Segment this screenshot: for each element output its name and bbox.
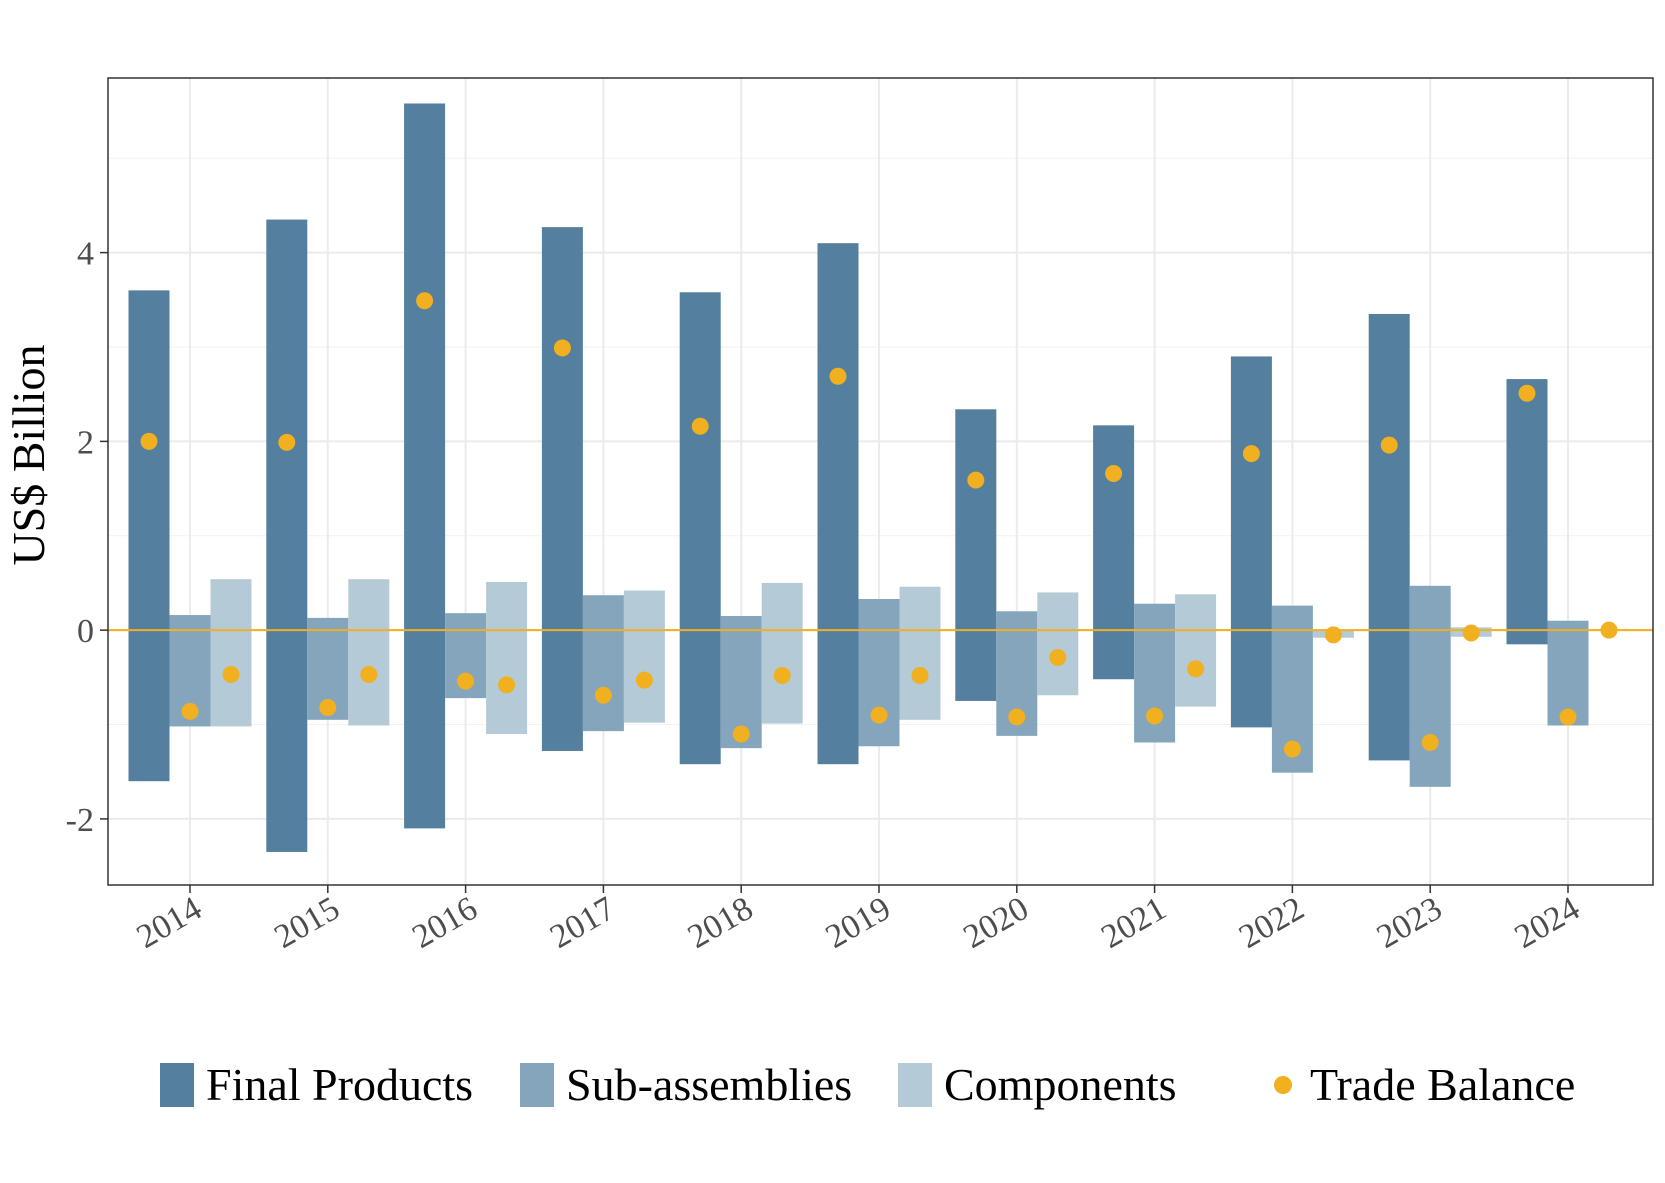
trade-balance-point	[278, 433, 296, 451]
trade-balance-point	[1146, 707, 1164, 725]
y-tick-label: -2	[66, 802, 94, 839]
trade-balance-point	[553, 339, 571, 357]
sub-assemblies-bar-positive	[1547, 620, 1589, 631]
legend-label-final-products: Final Products	[206, 1059, 473, 1110]
plot-panel-border	[107, 77, 1654, 886]
y-axis-title: US$ Billion	[3, 344, 54, 565]
sub-assemblies-bar-positive	[858, 599, 900, 631]
trade-balance-point	[1049, 649, 1067, 667]
trade-balance-point	[457, 672, 475, 690]
components-bar-positive	[899, 586, 941, 631]
trade-balance-point	[319, 699, 337, 717]
trade-balance-point	[635, 671, 653, 689]
components-bar-positive	[486, 582, 528, 631]
final-products-bar-positive	[541, 227, 583, 631]
final-products-bar-negative	[266, 630, 308, 852]
legend: Final Products Sub-assemblies Components Tr…	[160, 1059, 1575, 1110]
final-products-bar-negative	[1368, 630, 1410, 761]
final-products-bar-positive	[955, 409, 997, 631]
sub-assemblies-bar-positive	[307, 617, 349, 631]
sub-assemblies-bar-negative	[1409, 630, 1451, 787]
trade-balance-point	[1559, 708, 1577, 726]
final-products-bar-positive	[1230, 356, 1272, 631]
trade-balance-points	[140, 292, 1618, 758]
trade-balance-point	[140, 432, 158, 450]
legend-key-trade-balance	[1274, 1076, 1292, 1094]
final-products-bar-negative	[404, 630, 446, 829]
trade-balance-point	[181, 702, 199, 720]
sub-assemblies-bar-negative	[582, 630, 624, 732]
legend-key-final-products	[160, 1063, 194, 1107]
y-axis: -2 0 2 4	[66, 236, 108, 839]
legend-key-sub-assemblies	[520, 1063, 554, 1107]
legend-key-components	[898, 1063, 932, 1107]
final-products-bar-negative	[541, 630, 583, 751]
final-products-bar-positive	[1506, 379, 1548, 631]
trade-balance-point	[1187, 660, 1205, 678]
grid-lines	[108, 78, 1653, 885]
final-products-bar-negative	[955, 630, 997, 701]
sub-assemblies-bar-positive	[1134, 603, 1176, 631]
y-tick-label: 0	[77, 613, 94, 650]
components-bar-positive	[348, 579, 390, 631]
trade-balance-point	[1283, 740, 1301, 758]
final-products-bar-positive	[1093, 425, 1135, 631]
components-bar-positive	[1175, 594, 1217, 631]
trade-balance-point	[1518, 384, 1536, 402]
trade-balance-point	[1462, 624, 1480, 642]
trade-balance-point	[1105, 464, 1123, 482]
trade-balance-point	[870, 706, 888, 724]
legend-label-trade-balance: Trade Balance	[1310, 1059, 1575, 1110]
sub-assemblies-bar-positive	[720, 616, 762, 631]
legend-label-components: Components	[944, 1059, 1177, 1110]
trade-balance-point	[416, 292, 434, 310]
final-products-bar-positive	[404, 103, 446, 631]
sub-assemblies-bar-positive	[1271, 605, 1313, 631]
trade-balance-point	[1421, 733, 1439, 751]
final-products-bar-negative	[679, 630, 721, 765]
trade-balance-point	[773, 666, 791, 684]
final-products-bar-negative	[1506, 630, 1548, 645]
sub-assemblies-bar-positive	[445, 613, 487, 631]
sub-assemblies-bar-positive	[1409, 585, 1451, 631]
sub-assemblies-bar-negative	[1134, 630, 1176, 743]
sub-assemblies-bar-positive	[582, 595, 624, 631]
final-products-bar-positive	[817, 243, 859, 631]
sub-assemblies-bar-positive	[996, 611, 1038, 631]
trade-balance-point	[1380, 436, 1398, 454]
final-products-bar-negative	[1230, 630, 1272, 728]
trade-balance-point	[732, 725, 750, 743]
y-tick-label: 2	[77, 424, 94, 461]
trade-balance-point	[967, 471, 985, 489]
y-tick-label: 4	[77, 236, 94, 273]
trade-balance-point	[691, 417, 709, 435]
components-bar-positive	[623, 590, 665, 631]
final-products-bar-positive	[128, 290, 170, 631]
components-bar-positive	[210, 579, 252, 631]
trade-balance-point	[222, 666, 240, 684]
components-bar-positive	[761, 582, 803, 631]
trade-balance-point	[911, 666, 929, 684]
trade-balance-point	[498, 676, 516, 694]
legend-label-sub-assemblies: Sub-assemblies	[566, 1059, 852, 1110]
sub-assemblies-bar-negative	[858, 630, 900, 747]
components-bar-positive	[1037, 592, 1079, 631]
trade-balance-point	[1600, 621, 1618, 639]
final-products-bar-negative	[128, 630, 170, 782]
sub-assemblies-bar-positive	[169, 615, 211, 631]
trade-balance-point	[360, 666, 378, 684]
trade-balance-point	[1324, 626, 1342, 644]
trade-balance-point	[1008, 708, 1026, 726]
final-products-bar-negative	[1093, 630, 1135, 680]
final-products-bar-positive	[266, 219, 308, 631]
trade-balance-point	[1242, 445, 1260, 463]
final-products-bar-positive	[679, 292, 721, 631]
final-products-bar-negative	[817, 630, 859, 765]
trade-balance-point	[829, 367, 847, 385]
final-products-bar-positive	[1368, 313, 1410, 631]
trade-balance-point	[594, 686, 612, 704]
